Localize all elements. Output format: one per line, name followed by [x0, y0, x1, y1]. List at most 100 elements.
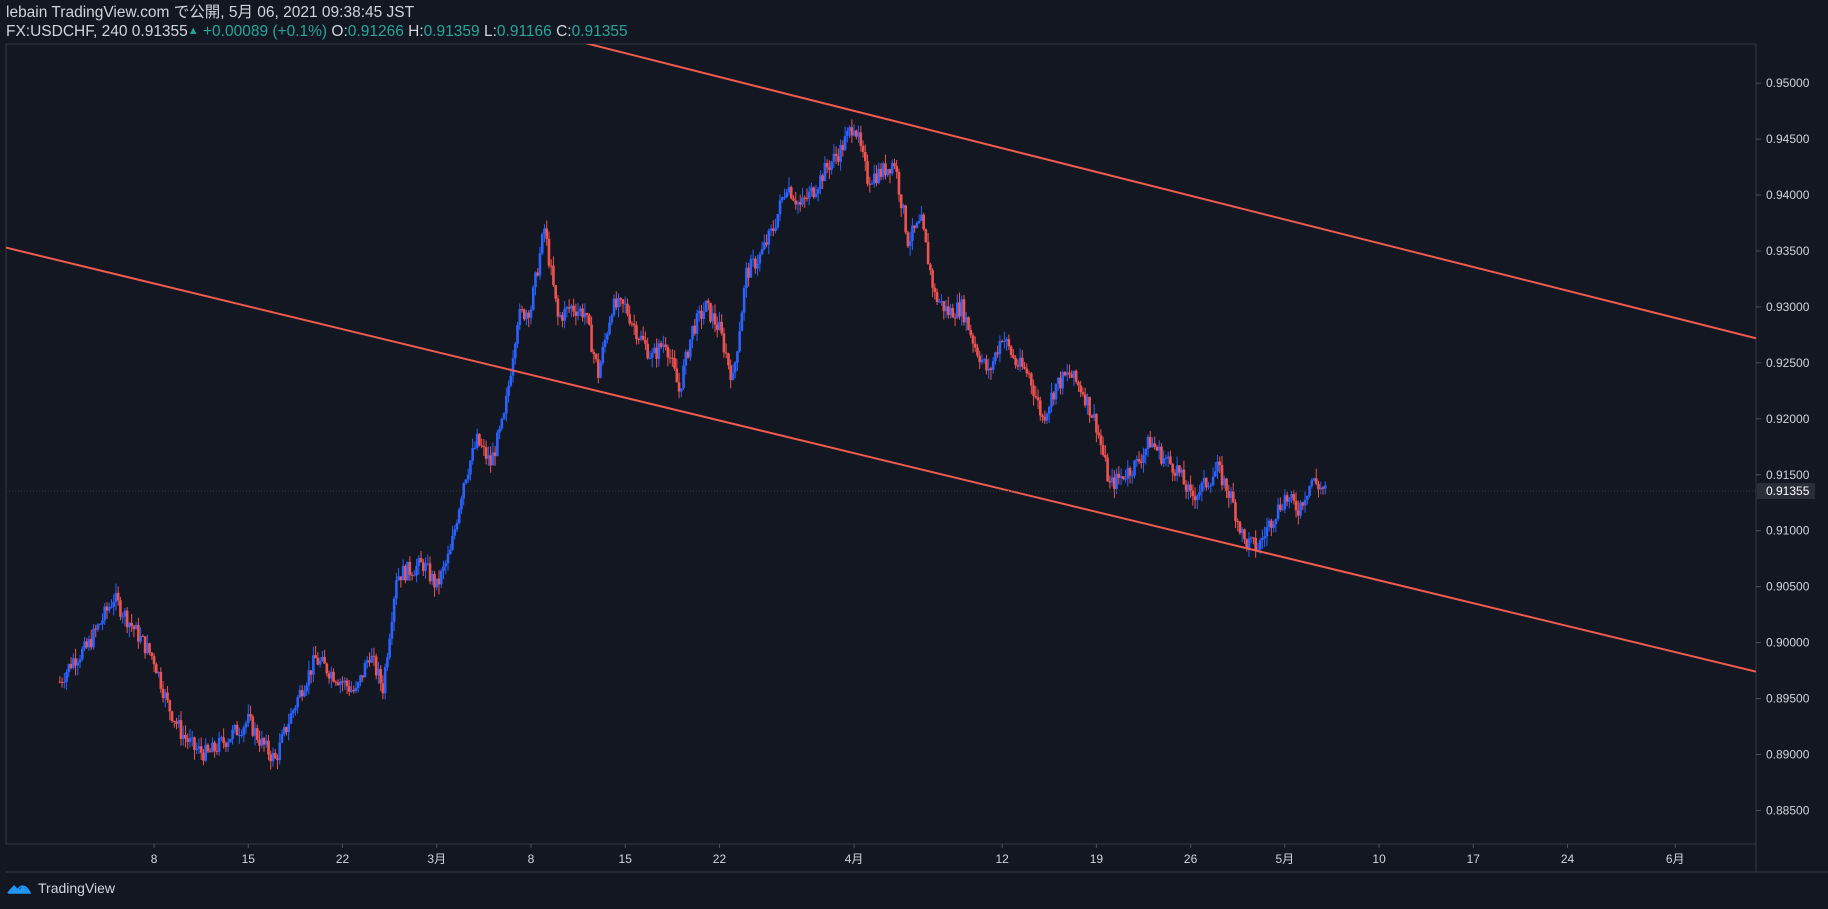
candle-body	[801, 197, 804, 205]
candle-body	[1218, 461, 1222, 466]
candle	[789, 185, 793, 200]
candle	[657, 339, 661, 367]
candle-body	[289, 713, 293, 724]
candle-body	[475, 433, 479, 448]
candle	[1193, 487, 1197, 509]
candle	[747, 262, 750, 287]
candle	[686, 349, 690, 360]
candle-body	[496, 432, 499, 456]
candle	[1155, 444, 1159, 452]
candle-body	[1222, 478, 1226, 486]
candle-body	[1314, 478, 1318, 484]
candle-body	[1308, 485, 1311, 496]
candle	[401, 559, 405, 581]
candle-body	[1043, 417, 1047, 421]
candle	[114, 583, 118, 611]
candle-body	[303, 691, 306, 697]
candle	[334, 680, 338, 686]
candle-body	[296, 697, 299, 708]
candle	[915, 220, 919, 229]
candle	[303, 685, 306, 698]
candle-body	[98, 623, 102, 625]
candle	[805, 188, 809, 202]
candle-body	[224, 742, 228, 747]
candle-body	[1146, 436, 1150, 450]
candle	[729, 359, 732, 389]
candle-body	[1016, 365, 1020, 367]
candle	[774, 218, 777, 234]
candle-body	[213, 742, 216, 751]
candle-body	[709, 302, 712, 322]
candle	[1222, 475, 1226, 489]
candle-body	[760, 249, 764, 255]
candle	[556, 295, 560, 326]
candle	[994, 351, 997, 365]
candle-body	[60, 681, 64, 683]
tradingview-footer[interactable]: TradingView	[6, 880, 115, 896]
candle-body	[724, 352, 728, 354]
symbol-label[interactable]: FX:USDCHF, 240	[6, 23, 128, 40]
candle	[455, 519, 459, 532]
candle-body	[828, 167, 831, 170]
candle-body	[1247, 538, 1251, 549]
candle-body	[276, 758, 279, 760]
candle-body	[175, 721, 178, 724]
candle-body	[1171, 463, 1174, 473]
candle	[1036, 389, 1040, 410]
candle	[648, 350, 652, 360]
candle	[354, 680, 358, 694]
trendline-lower	[6, 246, 1756, 673]
x-tick-label: 5月	[1276, 852, 1295, 866]
candle-body	[251, 716, 255, 736]
candle-body	[208, 751, 212, 753]
candle	[722, 327, 726, 358]
candle-body	[1099, 435, 1103, 446]
candle-body	[1182, 469, 1186, 485]
candle-body	[989, 368, 993, 370]
candle	[343, 676, 347, 690]
candle	[298, 685, 302, 699]
candle	[1292, 489, 1296, 505]
candle	[1119, 468, 1123, 486]
candle-body	[628, 314, 632, 324]
candle	[603, 332, 607, 353]
candle	[1133, 460, 1136, 479]
candle	[567, 299, 571, 313]
candle-body	[426, 563, 430, 565]
candle-body	[520, 309, 524, 311]
candle-body	[754, 258, 757, 269]
candle-body	[1288, 497, 1291, 502]
candle-body	[116, 592, 120, 601]
candle-body	[1137, 459, 1141, 462]
candle-body	[967, 317, 970, 330]
candle-body	[509, 375, 513, 386]
candle	[754, 256, 757, 274]
candle	[78, 655, 82, 668]
candle-body	[1153, 443, 1157, 447]
candle	[904, 204, 907, 235]
candle-body	[1283, 495, 1287, 510]
candle	[960, 295, 964, 326]
candle	[475, 428, 479, 451]
candle-body	[338, 681, 342, 685]
candle	[700, 304, 703, 329]
candle-body	[1041, 415, 1044, 418]
candle-body	[422, 562, 425, 571]
candle-body	[1070, 374, 1074, 378]
candle	[527, 310, 531, 328]
candle	[812, 186, 815, 199]
candle-body	[547, 238, 551, 266]
candle	[390, 611, 394, 646]
candle-body	[955, 302, 959, 319]
change-value: +0.00089 (+0.1%)	[203, 23, 328, 40]
candle-body	[668, 357, 672, 359]
candle-body	[1175, 465, 1179, 476]
candle	[632, 314, 636, 336]
candle-body	[267, 740, 270, 755]
candle-body	[448, 549, 452, 555]
candle-body	[855, 130, 858, 137]
candle	[356, 681, 360, 693]
candle	[628, 305, 632, 326]
candle	[175, 717, 178, 730]
